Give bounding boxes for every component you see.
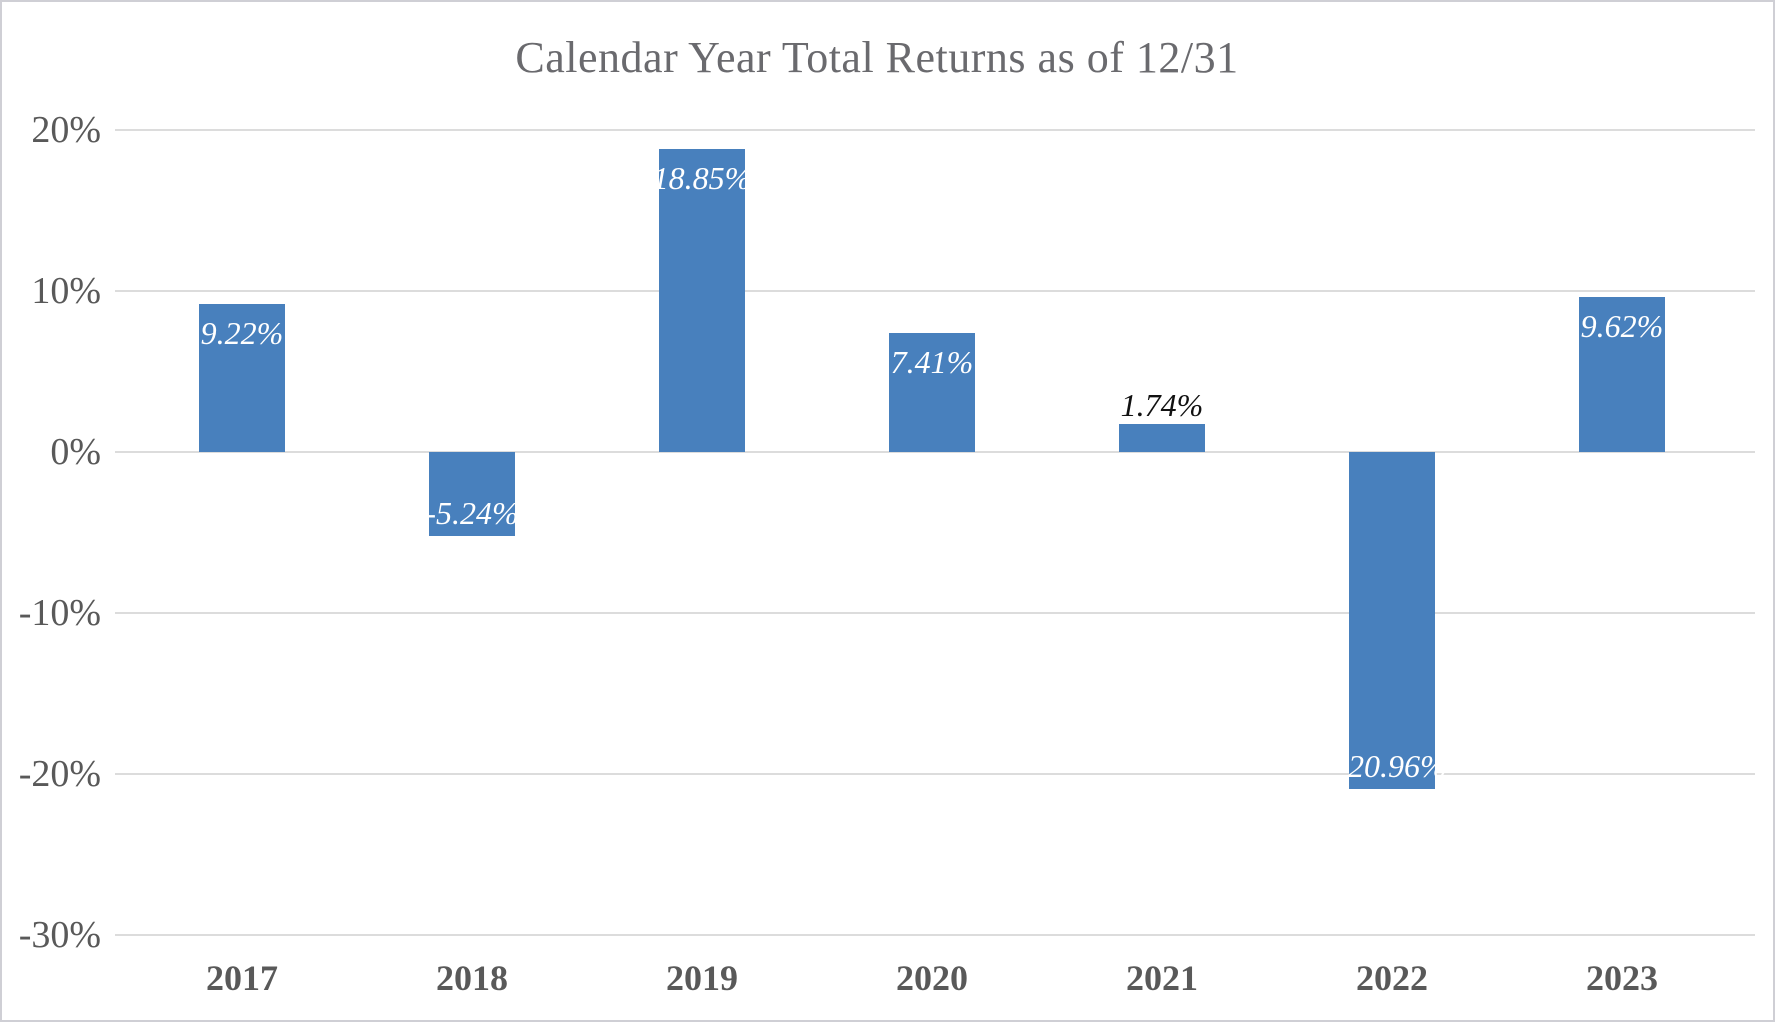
x-axis-tick-label: 2017 xyxy=(206,958,278,998)
bar-value-label: -20.96% xyxy=(1337,748,1447,785)
x-axis-tick-label: 2021 xyxy=(1126,958,1198,998)
y-axis-tick-label: 0% xyxy=(50,431,101,473)
bar-value-label: 9.22% xyxy=(200,314,284,351)
gridline xyxy=(115,773,1755,775)
x-axis-tick-label: 2019 xyxy=(666,958,738,998)
bar xyxy=(199,303,285,452)
x-axis-tick-label: 2020 xyxy=(896,958,968,998)
bar xyxy=(659,148,745,452)
y-axis-tick-label: -10% xyxy=(18,592,101,634)
bar-value-label: -5.24% xyxy=(425,495,519,532)
gridline xyxy=(115,129,1755,131)
bar xyxy=(1119,423,1205,452)
y-axis-tick-label: -30% xyxy=(18,914,101,956)
chart-title: Calendar Year Total Returns as of 12/31 xyxy=(515,33,1239,82)
bar-value-label: 9.62% xyxy=(1580,308,1664,345)
gridline xyxy=(115,290,1755,292)
y-axis-tick-label: -20% xyxy=(18,753,101,795)
gridline xyxy=(115,612,1755,614)
bar xyxy=(1579,297,1665,452)
y-axis-tick-label: 10% xyxy=(31,270,101,312)
x-axis-tick-label: 2023 xyxy=(1586,958,1658,998)
bar-value-label: 7.41% xyxy=(890,343,974,380)
gridline xyxy=(115,934,1755,936)
gridline xyxy=(115,451,1755,453)
x-axis-tick-label: 2018 xyxy=(436,958,508,998)
bar xyxy=(1349,452,1435,790)
bar-value-label: 18.85% xyxy=(652,159,752,196)
y-axis-tick-label: 20% xyxy=(31,109,101,151)
bar xyxy=(429,452,515,537)
x-axis-tick-label: 2022 xyxy=(1356,958,1428,998)
bar xyxy=(889,332,975,452)
bar-value-label: 1.74% xyxy=(1120,386,1204,423)
